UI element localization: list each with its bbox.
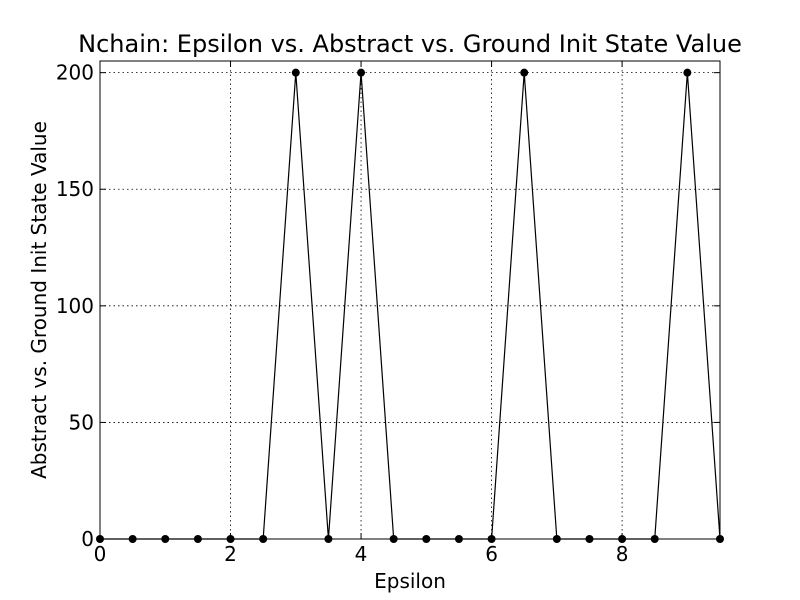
axis-ticks <box>99 61 720 540</box>
data-point <box>357 68 366 77</box>
y-tick-label: 50 <box>69 410 94 434</box>
y-tick-label: 150 <box>56 177 94 201</box>
plot-frame <box>99 60 721 540</box>
data-point <box>128 535 137 543</box>
data-point <box>650 535 659 543</box>
data-point <box>422 535 431 543</box>
data-point <box>193 535 202 543</box>
y-tick-label: 100 <box>56 294 94 318</box>
grid-lines <box>100 61 720 539</box>
chart-title: Nchain: Epsilon vs. Abstract vs. Ground … <box>78 30 742 58</box>
data-point <box>161 535 170 543</box>
x-tick-label: 8 <box>616 542 629 566</box>
data-point <box>716 535 724 543</box>
data-point <box>520 68 529 77</box>
x-tick-label: 0 <box>94 542 107 566</box>
data-point <box>618 535 627 543</box>
data-point <box>226 535 235 543</box>
data-point <box>552 535 561 543</box>
series-layer <box>96 68 724 543</box>
data-point <box>96 535 104 543</box>
x-tick-label: 2 <box>224 542 237 566</box>
y-tick-label: 0 <box>81 527 94 551</box>
series-line <box>100 72 721 540</box>
data-point <box>683 68 692 77</box>
data-point <box>585 535 594 543</box>
y-tick-label: 200 <box>56 61 94 85</box>
data-point <box>259 535 268 543</box>
x-axis-label: Epsilon <box>374 569 446 593</box>
data-point <box>454 535 463 543</box>
data-point <box>324 535 333 543</box>
y-axis-label: Abstract vs. Ground Init State Value <box>27 121 51 479</box>
data-point <box>291 68 300 77</box>
x-tick-label: 4 <box>355 542 368 566</box>
data-point <box>487 535 496 543</box>
tick-labels: 0 2 4 6 8 0 50 100 150 200 <box>56 61 629 566</box>
x-tick-label: 6 <box>485 542 498 566</box>
data-point <box>389 535 398 543</box>
